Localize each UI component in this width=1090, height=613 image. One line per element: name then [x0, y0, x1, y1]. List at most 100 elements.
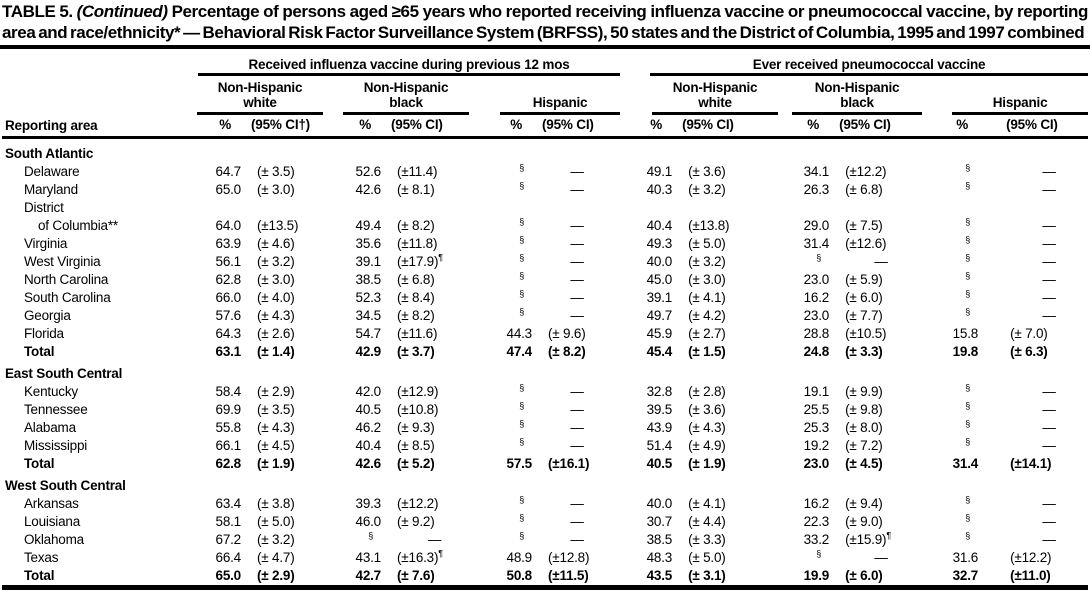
pct-cell: §: [931, 383, 980, 401]
pct-cell: §: [931, 235, 980, 253]
small-sample-footnote-marker: §: [816, 548, 822, 559]
ci-header: (95% CI): [534, 115, 621, 139]
pct-cell: 42.6: [355, 456, 382, 471]
ci-cell: (± 9.6): [548, 326, 586, 341]
ci-cell: —: [570, 236, 584, 251]
pct-cell: 48.3: [646, 550, 673, 565]
table-header: Reporting area Received influenza vaccin…: [2, 49, 1089, 139]
ci-cell: (± 3.2): [688, 182, 726, 197]
ci-cell: —: [570, 384, 584, 399]
pct-cell: 64.3: [215, 326, 242, 341]
small-sample-footnote-marker: §: [519, 252, 524, 263]
small-sample-footnote-marker: §: [519, 162, 524, 173]
ci-cell: (± 8.2): [397, 218, 435, 233]
pct-cell: 46.0: [355, 514, 382, 529]
small-sample-footnote-marker: §: [519, 288, 524, 299]
pct-cell: 52.6: [355, 164, 382, 179]
pct-cell: 63.9: [215, 236, 242, 251]
small-sample-footnote-marker: §: [965, 382, 971, 393]
table-row: Georgia 57.6 (± 4.3) 34.5 (± 8.2) § — 49.7 (± 4.…: [2, 307, 1088, 325]
wide-ci-footnote-marker: ¶: [438, 252, 443, 263]
ci-cell: (±11.5): [548, 568, 589, 583]
pct-cell: 66.1: [215, 438, 242, 453]
pct-cell: 44.3: [506, 326, 533, 341]
reporting-area-cell: Delaware: [24, 164, 80, 179]
pct-cell: §: [486, 513, 534, 531]
table-row: South Carolina 66.0 (± 4.0) 52.3 (± 8.4) § — 39…: [2, 289, 1088, 307]
small-sample-footnote-marker: §: [368, 530, 373, 541]
ci-cell: —: [570, 402, 584, 417]
ci-cell: (± 5.2): [397, 456, 435, 471]
ci-cell: (± 3.6): [688, 402, 726, 417]
pct-cell: §: [486, 271, 534, 289]
ci-cell: (±11.6): [397, 326, 438, 341]
small-sample-footnote-marker: §: [519, 234, 524, 245]
ci-cell: (± 9.2): [397, 514, 435, 529]
ci-cell: (± 6.8): [397, 272, 435, 287]
ci-cell: (±16.3)¶: [397, 548, 443, 565]
table-row: Oklahoma 67.2 (± 3.2) § — § — 38.5 (± 3.3) 33.2 (±…: [2, 531, 1088, 549]
section-header-row: West South Central: [2, 473, 1088, 495]
ci-cell: —: [1042, 402, 1056, 417]
pct-cell: 40.4: [355, 438, 382, 453]
pct-cell: §: [931, 531, 980, 549]
ci-cell: (±13.8): [688, 218, 730, 233]
pct-cell: 26.3: [803, 182, 830, 197]
ci-cell: (±12.9): [397, 384, 439, 399]
pct-cell: 42.6: [355, 182, 382, 197]
pct-cell: 49.1: [646, 164, 673, 179]
ci-cell: (± 3.0): [688, 272, 726, 287]
ci-cell: (± 3.2): [257, 532, 295, 547]
pct-cell: §: [931, 437, 980, 455]
pct-cell: §: [778, 549, 831, 567]
pct-cell: 43.9: [646, 420, 673, 435]
ci-cell: —: [1042, 254, 1056, 269]
ci-cell: (±16.1): [548, 456, 590, 471]
table-row: Tennessee 69.9 (± 3.5) 40.5 (±10.8) § — 39.5 (± …: [2, 401, 1088, 419]
pct-cell: 30.7: [646, 514, 673, 529]
ci-cell: (± 4.0): [257, 290, 295, 305]
reporting-area-cell: Total: [24, 456, 55, 471]
small-sample-footnote-marker: §: [965, 288, 971, 299]
ci-cell: (± 9.8): [845, 402, 883, 417]
pct-cell: 40.0: [646, 496, 673, 511]
pct-cell: 49.7: [646, 308, 673, 323]
ci-cell: (±14.1): [1010, 456, 1052, 471]
pct-cell: 28.8: [803, 326, 830, 341]
ci-cell: —: [1042, 236, 1056, 251]
pct-cell: 45.9: [646, 326, 673, 341]
ci-cell: (± 1.9): [257, 456, 295, 471]
small-sample-footnote-marker: §: [965, 494, 971, 505]
pct-cell: 62.8: [215, 272, 242, 287]
ci-cell: (±12.2): [845, 164, 887, 179]
ci-cell: —: [427, 532, 442, 547]
small-sample-footnote-marker: §: [965, 512, 971, 523]
small-sample-footnote-marker: §: [519, 436, 524, 447]
ci-cell: (±11.0): [1010, 568, 1051, 583]
ci-cell: —: [570, 514, 584, 529]
ci-header: (95% CI): [383, 115, 486, 139]
pct-cell: §: [486, 289, 534, 307]
pct-cell: §: [486, 383, 534, 401]
ci-cell: (± 4.3): [688, 420, 726, 435]
ci-header: (95% CI): [831, 115, 932, 139]
small-sample-footnote-marker: §: [965, 530, 971, 541]
pct-cell: §: [778, 253, 831, 271]
total-row: Total 62.8 (± 1.9) 42.6 (± 5.2) 57.5 (±16.1) 40…: [2, 455, 1088, 473]
ci-cell: (±12.8): [548, 550, 590, 565]
ci-cell: (± 4.1): [688, 290, 726, 305]
table-row: Texas 66.4 (± 4.7) 43.1 (±16.3)¶ 48.9 (±12.8) 4…: [2, 549, 1088, 567]
pct-cell: 43.1: [355, 550, 382, 565]
pct-cell: 57.5: [506, 456, 533, 471]
pct-cell: 22.3: [803, 514, 830, 529]
ci-cell: (± 4.7): [257, 550, 295, 565]
small-sample-footnote-marker: §: [965, 270, 971, 281]
pct-cell: 51.4: [646, 438, 673, 453]
small-sample-footnote-marker: §: [519, 270, 524, 281]
pct-cell: 23.0: [803, 308, 830, 323]
reporting-area-cell: Tennessee: [24, 402, 88, 417]
ci-cell: (± 1.4): [257, 344, 295, 359]
ci-cell: (± 9.4): [845, 496, 883, 511]
race-header-row: Non-Hispanic white Non-Hispanic black Hisp…: [2, 76, 1089, 115]
pct-cell: 35.6: [355, 236, 382, 251]
